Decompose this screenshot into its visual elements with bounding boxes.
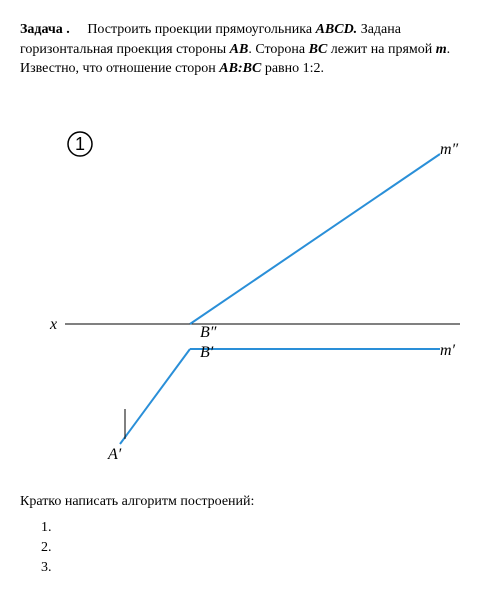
text: равно 1:2. bbox=[261, 61, 324, 76]
algo-item-1 bbox=[55, 520, 480, 536]
algo-item-2 bbox=[55, 540, 480, 556]
svg-text:A′: A′ bbox=[107, 446, 122, 463]
svg-text:B′: B′ bbox=[200, 344, 214, 361]
algorithm-title: Кратко написать алгоритм построений: bbox=[20, 494, 480, 510]
bc: BC bbox=[309, 42, 328, 57]
svg-text:1: 1 bbox=[75, 134, 85, 154]
algo-item-3 bbox=[55, 560, 480, 576]
text: . Сторона bbox=[248, 42, 308, 57]
abbc: AB:BC bbox=[219, 61, 261, 76]
geometric-diagram: 1 x m″ m′ B″ B′ A′ bbox=[20, 99, 480, 479]
ab: AB bbox=[230, 42, 249, 57]
svg-text:m″: m″ bbox=[440, 141, 459, 158]
algorithm-list bbox=[20, 520, 480, 576]
text: лежит на прямой bbox=[327, 42, 435, 57]
svg-text:m′: m′ bbox=[440, 342, 456, 359]
svg-text:B″: B″ bbox=[200, 324, 217, 341]
svg-text:x: x bbox=[49, 316, 57, 333]
text: Построить проекции прямоугольника bbox=[87, 22, 315, 37]
diagram-svg: 1 x m″ m′ B″ B′ A′ bbox=[20, 99, 480, 479]
problem-statement: Задача . Построить проекции прямоугольни… bbox=[20, 20, 480, 79]
abcd: ABCD. bbox=[316, 22, 358, 37]
problem-label: Задача . bbox=[20, 22, 70, 37]
m: m bbox=[436, 42, 447, 57]
